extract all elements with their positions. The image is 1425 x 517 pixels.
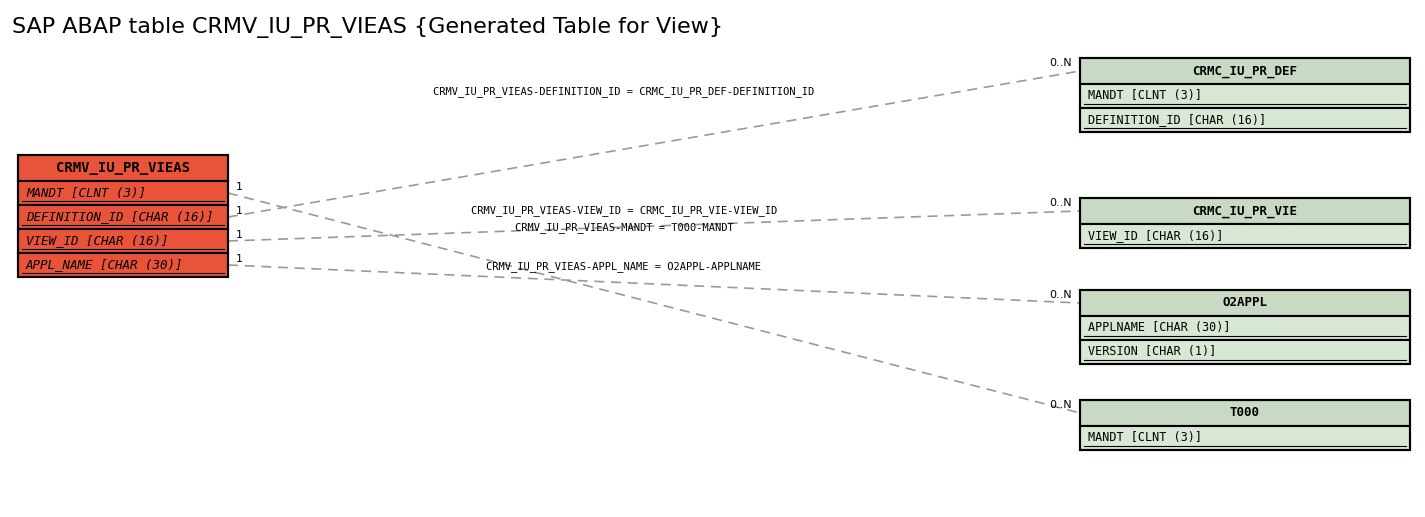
Bar	[1080, 58, 1409, 132]
Text: CRMV_IU_PR_VIEAS: CRMV_IU_PR_VIEAS	[56, 161, 190, 175]
Text: 0..N: 0..N	[1049, 58, 1072, 68]
Bar	[1080, 198, 1409, 248]
Text: DEFINITION_ID [CHAR (16)]: DEFINITION_ID [CHAR (16)]	[1089, 114, 1267, 127]
Text: VIEW_ID [CHAR (16)]: VIEW_ID [CHAR (16)]	[26, 235, 168, 248]
Text: CRMV_IU_PR_VIEAS-MANDT = T000-MANDT: CRMV_IU_PR_VIEAS-MANDT = T000-MANDT	[514, 222, 734, 233]
Text: VERSION [CHAR (1)]: VERSION [CHAR (1)]	[1089, 345, 1217, 358]
Text: 0..N: 0..N	[1049, 400, 1072, 410]
Text: SAP ABAP table CRMV_IU_PR_VIEAS {Generated Table for View}: SAP ABAP table CRMV_IU_PR_VIEAS {Generat…	[11, 18, 722, 38]
Bar	[1080, 290, 1409, 364]
Bar	[1080, 290, 1409, 316]
Text: 1: 1	[237, 206, 244, 216]
Text: MANDT [CLNT (3)]: MANDT [CLNT (3)]	[1089, 432, 1203, 445]
Text: T000: T000	[1230, 406, 1260, 419]
Bar	[1080, 108, 1409, 132]
Text: CRMV_IU_PR_VIEAS-VIEW_ID = CRMC_IU_PR_VIE-VIEW_ID: CRMV_IU_PR_VIEAS-VIEW_ID = CRMC_IU_PR_VI…	[470, 205, 777, 217]
Bar	[19, 181, 228, 205]
Bar	[19, 229, 228, 253]
Text: 0..N: 0..N	[1049, 290, 1072, 300]
Bar	[19, 253, 228, 277]
Text: DEFINITION_ID [CHAR (16)]: DEFINITION_ID [CHAR (16)]	[26, 210, 214, 223]
Text: APPLNAME [CHAR (30)]: APPLNAME [CHAR (30)]	[1089, 322, 1231, 334]
Text: MANDT [CLNT (3)]: MANDT [CLNT (3)]	[1089, 89, 1203, 102]
Bar	[1080, 340, 1409, 364]
Bar	[1080, 58, 1409, 84]
Text: CRMC_IU_PR_VIE: CRMC_IU_PR_VIE	[1193, 205, 1298, 218]
Text: 0..N: 0..N	[1049, 198, 1072, 208]
Bar	[1080, 198, 1409, 224]
Bar	[1080, 400, 1409, 450]
Text: APPL_NAME [CHAR (30)]: APPL_NAME [CHAR (30)]	[26, 258, 184, 271]
Text: CRMV_IU_PR_VIEAS-APPL_NAME = O2APPL-APPLNAME: CRMV_IU_PR_VIEAS-APPL_NAME = O2APPL-APPL…	[486, 261, 761, 272]
Text: O2APPL: O2APPL	[1223, 297, 1267, 310]
Text: CRMV_IU_PR_VIEAS-DEFINITION_ID = CRMC_IU_PR_DEF-DEFINITION_ID: CRMV_IU_PR_VIEAS-DEFINITION_ID = CRMC_IU…	[433, 86, 815, 97]
Text: 1: 1	[237, 254, 244, 264]
Bar	[1080, 400, 1409, 426]
Bar	[1080, 426, 1409, 450]
Bar	[1080, 84, 1409, 108]
Text: CRMC_IU_PR_DEF: CRMC_IU_PR_DEF	[1193, 65, 1298, 78]
Text: VIEW_ID [CHAR (16)]: VIEW_ID [CHAR (16)]	[1089, 230, 1224, 242]
Bar	[1080, 224, 1409, 248]
Text: 1: 1	[237, 182, 244, 192]
Bar	[19, 155, 228, 181]
Bar	[19, 205, 228, 229]
Bar	[19, 155, 228, 277]
Text: MANDT [CLNT (3)]: MANDT [CLNT (3)]	[26, 187, 145, 200]
Bar	[1080, 316, 1409, 340]
Text: 1: 1	[237, 230, 244, 240]
